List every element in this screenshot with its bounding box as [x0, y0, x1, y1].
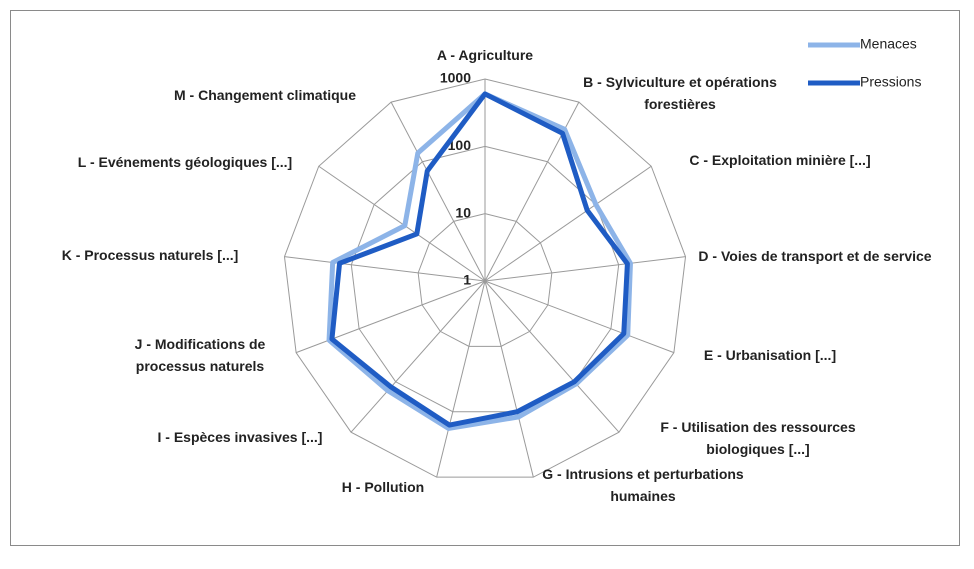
- tick-label: 1000: [440, 70, 471, 86]
- legend-label: Pressions: [860, 74, 921, 90]
- category-label: D - Voies de transport et de service: [698, 248, 932, 264]
- spoke: [284, 256, 486, 282]
- spoke: [484, 280, 534, 478]
- category-label: E - Urbanisation [...]: [703, 347, 837, 363]
- spoke: [295, 280, 486, 354]
- spoke: [484, 165, 652, 282]
- spoke: [350, 280, 486, 433]
- category-label: M - Changement climatique: [173, 87, 357, 103]
- chart-frame: [10, 10, 960, 546]
- spoke: [484, 280, 675, 354]
- category-label: B - Sylviculture et opérations forestièr…: [583, 74, 777, 112]
- tick-label: 10: [455, 204, 471, 220]
- tick-label: 1: [463, 272, 471, 288]
- tick-label: 100: [448, 137, 472, 153]
- category-label: C - Exploitation minière [...]: [689, 152, 871, 168]
- spoke: [436, 280, 486, 478]
- grid-ring: [417, 213, 553, 347]
- category-label: F - Utilisation des ressources biologiqu…: [660, 419, 856, 457]
- category-label: G - Intrusions et perturbations humaines: [542, 466, 744, 504]
- spoke: [484, 256, 686, 282]
- category-label: I - Espèces invasives [...]: [157, 429, 323, 445]
- category-label: K - Processus naturels [...]: [61, 247, 239, 263]
- legend-label: Menaces: [860, 36, 917, 52]
- category-label: J - Modifications de processus naturels: [134, 336, 266, 374]
- series-line: [326, 91, 633, 431]
- spoke: [484, 280, 620, 433]
- spoke: [318, 165, 486, 282]
- spoke: [390, 101, 486, 282]
- series-line: [329, 91, 630, 428]
- category-label: L - Evénements géologiques [...]: [77, 154, 293, 170]
- category-label: A - Agriculture: [436, 47, 534, 63]
- category-label: H - Pollution: [341, 479, 425, 495]
- grid-ring: [283, 78, 687, 478]
